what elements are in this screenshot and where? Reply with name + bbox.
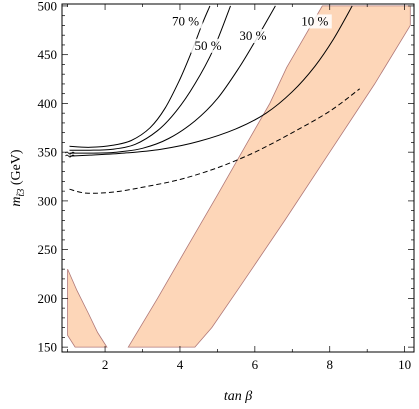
contour-label-bg-3 bbox=[235, 29, 270, 44]
y-tick-label: 450 bbox=[38, 47, 58, 62]
y-tick-label: 300 bbox=[38, 193, 58, 208]
x-tick-label: 4 bbox=[177, 357, 184, 372]
y-axis-label: mt̃3 (GeV) bbox=[9, 149, 27, 207]
contour-label-bg-1 bbox=[168, 14, 203, 29]
contour-line-4 bbox=[69, 5, 353, 157]
y-tick-label: 350 bbox=[38, 145, 58, 160]
contour-label-2: 50 % bbox=[194, 38, 221, 53]
allowed-region-1 bbox=[67, 268, 108, 348]
plot-frame bbox=[61, 3, 415, 353]
contour-label-4: 10 % bbox=[301, 13, 328, 28]
x-axis-label: tan β bbox=[224, 389, 252, 404]
contour-line-2 bbox=[69, 5, 231, 151]
y-tick-label: 150 bbox=[38, 340, 58, 355]
contour-label-1: 70 % bbox=[172, 13, 199, 28]
contour-label-3: 30 % bbox=[239, 28, 266, 43]
y-tick-label: 500 bbox=[38, 0, 58, 13]
x-tick-label: 10 bbox=[398, 357, 411, 372]
contour-label-bg-2 bbox=[191, 38, 226, 53]
y-tick-label: 200 bbox=[38, 291, 58, 306]
contour-labels: 70 % 50 % 30 % 10 % bbox=[168, 13, 332, 53]
contour-label-bg-4 bbox=[297, 14, 332, 29]
y-axis-label-main: m bbox=[9, 196, 24, 206]
contour-line-1 bbox=[69, 5, 211, 148]
contour-line-5 bbox=[69, 88, 360, 194]
x-tick-label: 8 bbox=[326, 357, 333, 372]
contour-lines bbox=[69, 5, 360, 194]
contour-line-3 bbox=[69, 5, 276, 154]
allowed-region-2 bbox=[127, 5, 411, 348]
x-tick-label: 2 bbox=[102, 357, 109, 372]
x-tick-label: 6 bbox=[252, 357, 259, 372]
allowed-regions bbox=[67, 5, 411, 348]
y-tick-label: 250 bbox=[38, 242, 58, 257]
axis-ticks: 2 4 6 8 10 150 200 250 300 350 400 450 500 bbox=[38, 0, 414, 372]
y-axis-label-unit: (GeV) bbox=[9, 149, 24, 189]
y-tick-label: 400 bbox=[38, 96, 58, 111]
contour-wiggle-2 bbox=[65, 154, 75, 158]
y-axis-label-sub: t̃3 bbox=[15, 189, 27, 197]
